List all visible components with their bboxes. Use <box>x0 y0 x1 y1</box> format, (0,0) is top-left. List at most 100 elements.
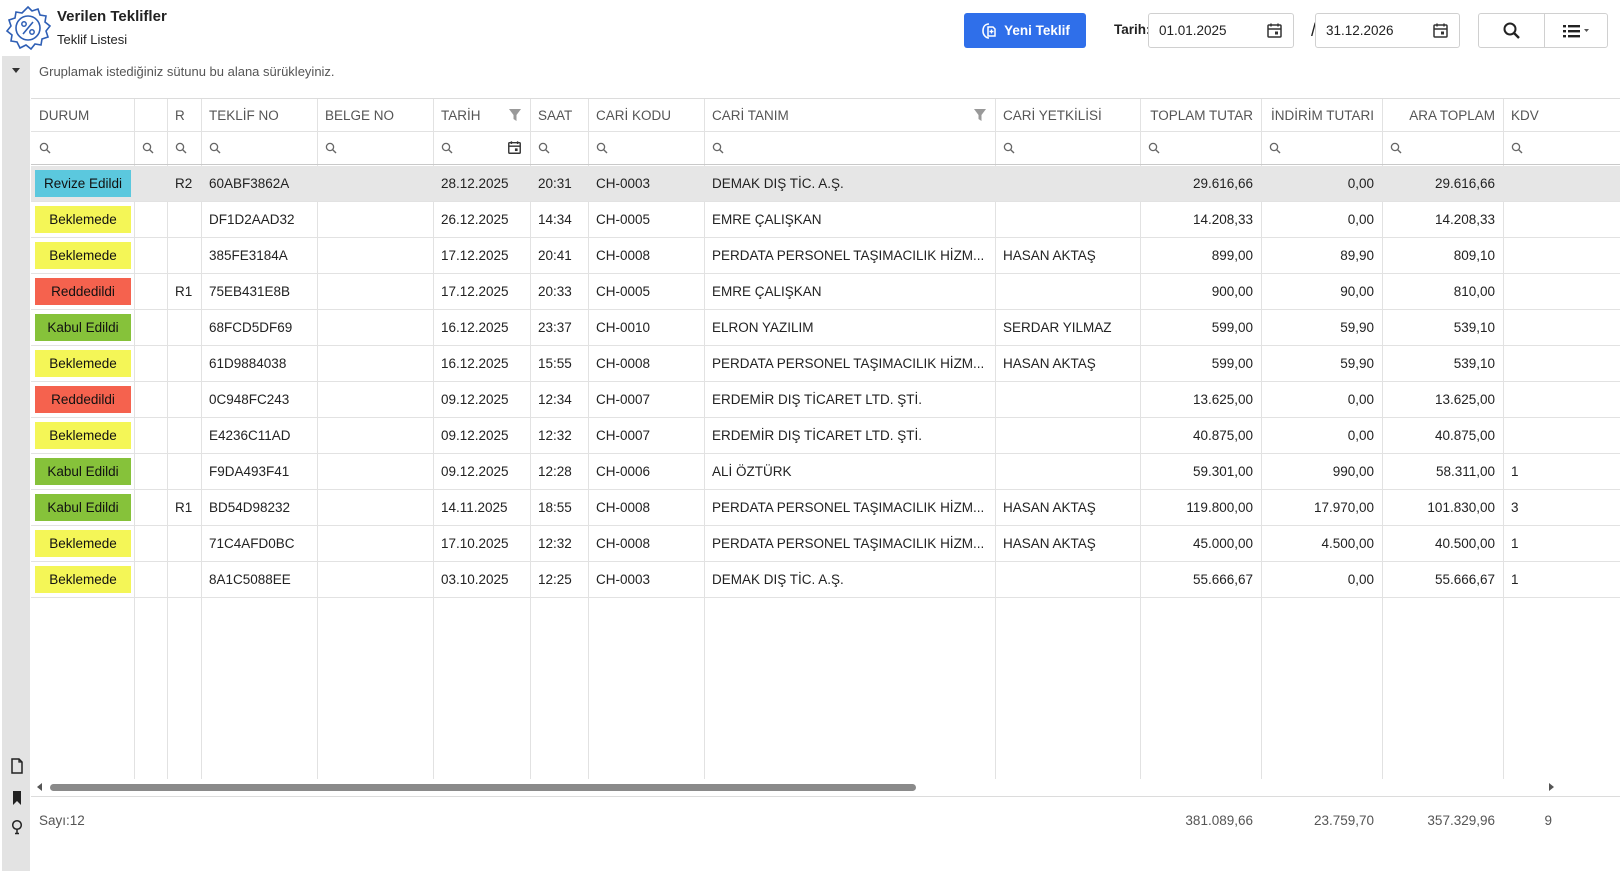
date-label: Tarih: <box>1114 22 1151 37</box>
table-row[interactable]: Reddedildi 0C948FC243 09.12.2025 12:34 CH-00… <box>31 382 1620 418</box>
search-icon <box>596 142 608 154</box>
account-code-cell: CH-0008 <box>596 356 651 371</box>
offer-no-cell: E4236C11AD <box>209 428 291 443</box>
table-row[interactable]: Beklemede E4236C11AD 09.12.2025 12:32 CH-000… <box>31 418 1620 454</box>
table-row[interactable]: Kabul Edildi R1 BD54D98232 14.11.2025 18:55 C… <box>31 490 1620 526</box>
search-icon <box>1003 142 1015 154</box>
time-cell: 12:25 <box>538 572 572 587</box>
status-cell: Beklemede <box>31 346 134 381</box>
status-badge: Beklemede <box>35 566 131 593</box>
filter-cell-date[interactable] <box>433 132 530 164</box>
date-from-field[interactable]: 01.01.2025 <box>1148 13 1294 48</box>
search-icon <box>142 142 154 154</box>
search-icon <box>1390 142 1402 154</box>
status-badge: Beklemede <box>35 242 131 269</box>
date-cell: 17.12.2025 <box>441 248 509 263</box>
account-contact-cell <box>995 418 1140 453</box>
offer-no-cell: F9DA493F41 <box>209 464 290 479</box>
column-header-account-contact[interactable]: CARİ YETKİLİSİ <box>1003 107 1102 123</box>
table-row[interactable]: Reddedildi R1 75EB431E8B 17.12.2025 20:33 CH-… <box>31 274 1620 310</box>
table-row[interactable]: Beklemede 8A1C5088EE 03.10.2025 12:25 CH-000… <box>31 562 1620 598</box>
account-code-cell: CH-0008 <box>596 248 651 263</box>
filter-funnel-icon[interactable] <box>973 108 987 122</box>
column-header-account-name[interactable]: CARİ TANIM <box>712 107 789 123</box>
status-cell: Beklemede <box>31 238 134 273</box>
document-no-cell <box>317 526 433 561</box>
time-cell: 12:32 <box>538 428 572 443</box>
table-row[interactable]: Beklemede 385FE3184A 17.12.2025 20:41 CH-000… <box>31 238 1620 274</box>
search-button[interactable] <box>1478 13 1545 48</box>
lightbulb-icon[interactable] <box>10 819 24 835</box>
table-row[interactable]: Revize Edildi R2 60ABF3862A 28.12.2025 20:31… <box>31 166 1620 202</box>
filter-cell-subtotal[interactable] <box>1382 132 1503 164</box>
total-amount-cell: 40.875,00 <box>1192 428 1253 443</box>
account-code-cell: CH-0008 <box>596 536 651 551</box>
status-cell: Kabul Edildi <box>31 454 134 489</box>
filter-cell-account-code[interactable] <box>588 132 704 164</box>
filter-cell-icon[interactable] <box>134 132 167 164</box>
column-header-status[interactable]: DURUM <box>39 107 90 123</box>
search-icon <box>441 142 453 154</box>
table-row[interactable]: Beklemede DF1D2AAD32 26.12.2025 14:34 CH-000… <box>31 202 1620 238</box>
list-menu-button[interactable] <box>1544 13 1608 48</box>
column-header-time[interactable]: SAAT <box>538 107 573 123</box>
filter-funnel-icon[interactable] <box>508 108 522 122</box>
subtotal-cell: 13.625,00 <box>1434 392 1495 407</box>
filter-cell-time[interactable] <box>530 132 588 164</box>
scroll-right-icon[interactable] <box>1549 783 1554 791</box>
status-badge: Beklemede <box>35 530 131 557</box>
column-header-date[interactable]: TARİH <box>441 107 481 123</box>
footer-subtotal: 357.329,96 <box>1427 813 1495 828</box>
filter-cell-offer-no[interactable] <box>201 132 317 164</box>
filter-cell-account-contact[interactable] <box>995 132 1140 164</box>
document-icon[interactable] <box>10 758 24 774</box>
subtotal-cell: 810,00 <box>1453 284 1495 299</box>
table-row[interactable]: Beklemede 61D9884038 16.12.2025 15:55 CH-000… <box>31 346 1620 382</box>
calendar-icon[interactable] <box>1432 22 1449 39</box>
column-header-account-code[interactable]: CARİ KODU <box>596 107 672 123</box>
icon-cell <box>134 490 167 525</box>
offer-no-cell: BD54D98232 <box>209 500 291 515</box>
offer-no-cell: 385FE3184A <box>209 248 288 263</box>
filter-cell-account-name[interactable] <box>704 132 995 164</box>
add-document-icon <box>982 22 996 39</box>
status-badge: Beklemede <box>35 422 131 449</box>
revision-cell <box>167 382 201 417</box>
subtotal-cell: 40.500,00 <box>1434 536 1495 551</box>
filter-cell-document-no[interactable] <box>317 132 433 164</box>
filter-cell-total-amount[interactable] <box>1140 132 1261 164</box>
column-header-total-amount[interactable]: TOPLAM TUTAR <box>1150 107 1253 123</box>
scroll-thumb[interactable] <box>50 784 916 791</box>
scroll-left-icon[interactable] <box>37 783 42 791</box>
column-header-offer-no[interactable]: TEKLİF NO <box>209 107 279 123</box>
collapse-arrow-icon[interactable] <box>12 68 20 73</box>
filter-cell-status[interactable] <box>31 132 134 164</box>
calendar-icon[interactable] <box>1266 22 1283 39</box>
filter-cell-revision[interactable] <box>167 132 201 164</box>
new-offer-button[interactable]: Yeni Teklif <box>964 13 1086 48</box>
date-cell: 16.12.2025 <box>441 356 509 371</box>
bookmark-icon[interactable] <box>10 790 24 806</box>
column-header-document-no[interactable]: BELGE NO <box>325 107 395 123</box>
column-header-icon[interactable] <box>134 99 167 131</box>
column-header-discount-amount[interactable]: İNDİRİM TUTARI <box>1271 107 1374 123</box>
subtotal-cell: 539,10 <box>1453 356 1495 371</box>
status-badge: Reddedildi <box>35 278 131 305</box>
column-header-subtotal[interactable]: ARA TOPLAM <box>1409 107 1495 123</box>
page-subtitle: Teklif Listesi <box>57 32 128 47</box>
column-header-vat[interactable]: KDV <box>1511 107 1539 123</box>
date-to-field[interactable]: 31.12.2026 <box>1315 13 1460 48</box>
calendar-icon[interactable] <box>507 140 522 155</box>
group-panel-hint[interactable]: Gruplamak istediğiniz sütunu bu alana sü… <box>39 64 335 79</box>
revision-cell <box>167 310 201 345</box>
account-contact-cell: HASAN AKTAŞ <box>1003 536 1096 551</box>
filter-cell-discount-amount[interactable] <box>1261 132 1382 164</box>
table-row[interactable]: Beklemede 71C4AFD0BC 17.10.2025 12:32 CH-000… <box>31 526 1620 562</box>
table-row[interactable]: Kabul Edildi 68FCD5DF69 16.12.2025 23:37 CH-… <box>31 310 1620 346</box>
filter-cell-vat[interactable] <box>1503 132 1563 164</box>
revision-cell <box>167 526 201 561</box>
column-header-revision[interactable]: R <box>175 107 185 123</box>
horizontal-scrollbar[interactable] <box>31 779 1620 795</box>
table-row[interactable]: Kabul Edildi F9DA493F41 09.12.2025 12:28 CH-… <box>31 454 1620 490</box>
icon-cell <box>134 562 167 597</box>
